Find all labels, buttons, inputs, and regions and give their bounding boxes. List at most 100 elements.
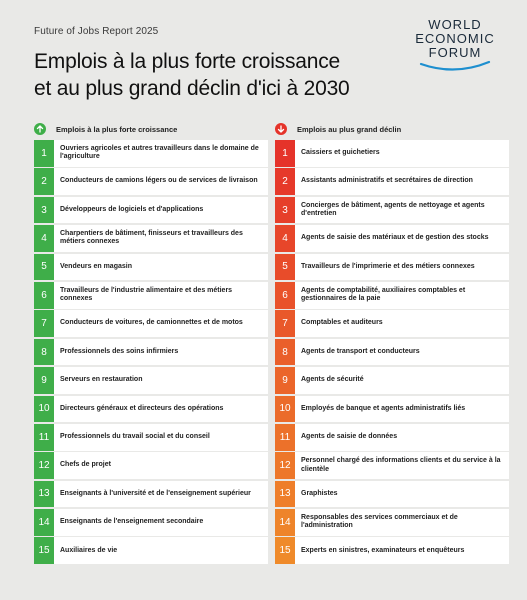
decline-rank-number: 6 xyxy=(275,281,295,309)
growth-header-label: Emplois à la plus forte croissance xyxy=(56,124,178,134)
growth-rank-number: 10 xyxy=(34,395,54,423)
growth-list-item: 6 Travailleurs de l'industrie alimentaire… xyxy=(34,281,268,309)
decline-rank-number: 3 xyxy=(275,196,295,224)
growth-rank-number: 15 xyxy=(34,537,54,565)
arrow-up-icon xyxy=(34,123,46,135)
growth-rank-number: 5 xyxy=(34,253,54,281)
decline-list-item: 3 Concierges de bâtiment, agents de netto… xyxy=(275,196,509,224)
decline-job-label: Personnel chargé des informations client… xyxy=(301,457,501,473)
growth-list-item: 11 Professionnels du travail social et du… xyxy=(34,423,268,451)
growth-rank-number: 8 xyxy=(34,338,54,366)
logo-line-1: WORLD xyxy=(428,17,482,32)
growth-header: Emplois à la plus forte croissance xyxy=(34,121,268,137)
decline-list-item: 13 Graphistes xyxy=(275,480,509,508)
decline-job-label: Comptables et auditeurs xyxy=(301,319,383,327)
growth-rank-number: 1 xyxy=(34,140,54,167)
decline-rank-number: 2 xyxy=(275,168,295,195)
growth-rank-number: 14 xyxy=(34,509,54,536)
growth-job-label: Charpentiers de bâtiment, finisseurs et … xyxy=(60,229,243,246)
growth-job-label: Chefs de projet xyxy=(60,461,111,469)
decline-job-label: Agents de saisie de données xyxy=(301,432,398,440)
growth-list-item: 8 Professionnels des soins infirmiers xyxy=(34,338,268,366)
growth-list-item: 9 Serveurs en restauration xyxy=(34,367,268,394)
growth-job-label: Vendeurs en magasin xyxy=(60,262,132,270)
growth-job-label: Serveurs en restauration xyxy=(60,376,143,384)
title-line-2: et au plus grand déclin d'ici à 2030 xyxy=(34,77,350,100)
growth-list-item: 3 Développeurs de logiciels et d'applicat… xyxy=(34,196,268,224)
decline-rank-number: 5 xyxy=(275,253,295,281)
growth-list-item: 14 Enseignants de l'enseignement secondai… xyxy=(34,509,268,536)
decline-column: Emplois au plus grand déclin 1 Caissiers … xyxy=(275,121,509,566)
decline-list-item: 12 Personnel chargé des informations clie… xyxy=(275,452,509,479)
growth-rank-number: 9 xyxy=(34,367,54,394)
decline-list-item: 9 Agents de sécurité xyxy=(275,367,509,394)
growth-job-label: Directeurs généraux et directeurs des op… xyxy=(60,404,224,412)
decline-job-label: Agents de transport et conducteurs xyxy=(301,347,420,355)
decline-job-label: Concierges de bâtiment, agents de nettoy… xyxy=(301,201,485,218)
growth-list-item: 4 Charpentiers de bâtiment, finisseurs et… xyxy=(34,225,268,252)
growth-list-item: 15 Auxiliaires de vie xyxy=(34,537,268,565)
decline-list-item: 6 Agents de comptabilité, auxiliaires com… xyxy=(275,281,509,309)
growth-rank-number: 2 xyxy=(34,168,54,195)
growth-list-item: 5 Vendeurs en magasin xyxy=(34,253,268,281)
growth-job-label: Auxiliaires de vie xyxy=(60,546,118,554)
decline-job-label: Agents de sécurité xyxy=(301,376,364,384)
decline-job-label: Responsables des services commerciaux et… xyxy=(301,513,458,530)
growth-job-label: Conducteurs de voitures, de camionnettes… xyxy=(60,319,243,327)
decline-job-label: Travailleurs de l'imprimerie et des méti… xyxy=(301,262,475,270)
growth-column: Emplois à la plus forte croissance 1 Ouvr… xyxy=(34,121,268,566)
growth-rank-number: 7 xyxy=(34,310,54,337)
decline-rank-number: 13 xyxy=(275,480,295,508)
growth-list-item: 7 Conducteurs de voitures, de camionnette… xyxy=(34,310,268,337)
title-line-1: Emplois à la plus forte croissance xyxy=(34,50,341,73)
decline-list-item: 5 Travailleurs de l'imprimerie et des mét… xyxy=(275,253,509,281)
growth-list: 1 Ouvriers agricoles et autres travailleu… xyxy=(34,140,268,565)
growth-rank-number: 4 xyxy=(34,225,54,252)
growth-rank-number: 13 xyxy=(34,480,54,508)
decline-list-item: 11 Agents de saisie de données xyxy=(275,423,509,451)
arrow-down-icon xyxy=(275,123,287,135)
growth-job-label: Conducteurs de camions légers ou de serv… xyxy=(60,177,258,185)
decline-rank-number: 11 xyxy=(275,423,295,451)
decline-job-label: Assistants administratifs et secrétaires… xyxy=(301,177,473,185)
decline-rank-number: 1 xyxy=(275,140,295,167)
decline-job-label: Employés de banque et agents administrat… xyxy=(301,404,466,412)
growth-list-item: 13 Enseignants à l'université et de l'ens… xyxy=(34,480,268,508)
growth-job-label: Enseignants à l'université et de l'ensei… xyxy=(60,489,251,497)
decline-job-label: Agents de comptabilité, auxiliaires comp… xyxy=(301,286,466,303)
growth-rank-number: 3 xyxy=(34,196,54,224)
world-economic-forum-logo: WORLD ECONOMIC FORUM xyxy=(405,18,505,82)
growth-rank-number: 12 xyxy=(34,452,54,479)
decline-list-item: 8 Agents de transport et conducteurs xyxy=(275,338,509,366)
growth-job-label: Enseignants de l'enseignement secondaire xyxy=(60,518,204,526)
logo-swoosh-icon xyxy=(419,60,491,71)
growth-rank-number: 11 xyxy=(34,423,54,451)
growth-list-item: 10 Directeurs généraux et directeurs des … xyxy=(34,395,268,423)
decline-list-item: 4 Agents de saisie des matériaux et de ge… xyxy=(275,225,509,252)
decline-rank-number: 7 xyxy=(275,310,295,337)
growth-rank-number: 6 xyxy=(34,281,54,309)
decline-list-item: 10 Employés de banque et agents administr… xyxy=(275,395,509,423)
growth-job-label: Professionnels des soins infirmiers xyxy=(60,347,179,355)
logo-line-3: FORUM xyxy=(428,45,482,60)
decline-list-item: 14 Responsables des services commerciaux … xyxy=(275,509,509,536)
decline-rank-number: 10 xyxy=(275,395,295,423)
decline-rank-number: 9 xyxy=(275,367,295,394)
decline-header-label: Emplois au plus grand déclin xyxy=(297,124,402,134)
decline-job-label: Experts en sinistres, examinateurs et en… xyxy=(301,546,465,554)
growth-list-item: 12 Chefs de projet xyxy=(34,452,268,479)
decline-job-label: Graphistes xyxy=(301,489,338,497)
growth-list-item: 1 Ouvriers agricoles et autres travailleu… xyxy=(34,140,268,167)
growth-job-label: Ouvriers agricoles et autres travailleur… xyxy=(60,144,259,161)
logo-line-2: ECONOMIC xyxy=(415,31,495,46)
decline-list: 1 Caissiers et guichetiers 2 Assistants adm… xyxy=(275,140,509,565)
decline-rank-number: 15 xyxy=(275,537,295,565)
decline-rank-number: 12 xyxy=(275,452,295,479)
growth-job-label: Professionnels du travail social et du c… xyxy=(60,432,210,440)
decline-list-item: 1 Caissiers et guichetiers xyxy=(275,140,509,167)
decline-list-item: 2 Assistants administratifs et secrétaire… xyxy=(275,168,509,195)
decline-rank-number: 4 xyxy=(275,225,295,252)
growth-list-item: 2 Conducteurs de camions légers ou de ser… xyxy=(34,168,268,195)
decline-job-label: Agents de saisie des matériaux et de ges… xyxy=(301,234,489,242)
